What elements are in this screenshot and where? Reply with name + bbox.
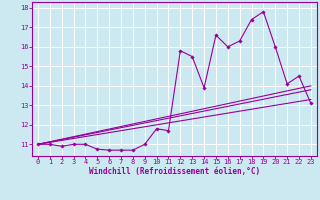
X-axis label: Windchill (Refroidissement éolien,°C): Windchill (Refroidissement éolien,°C) (89, 167, 260, 176)
